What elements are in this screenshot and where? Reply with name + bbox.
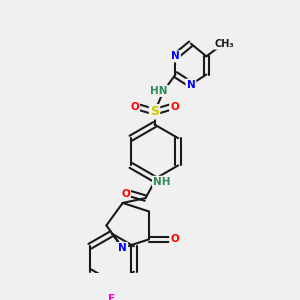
Text: HN: HN (150, 86, 168, 96)
Text: S: S (150, 105, 159, 118)
Text: CH₃: CH₃ (215, 39, 234, 49)
Text: N: N (118, 243, 127, 253)
Text: NH: NH (153, 177, 171, 187)
Text: O: O (121, 189, 130, 199)
Text: O: O (170, 234, 179, 244)
Text: O: O (170, 102, 179, 112)
Text: N: N (187, 80, 195, 89)
Text: F: F (108, 294, 116, 300)
Text: N: N (171, 51, 180, 62)
Text: O: O (130, 102, 139, 112)
